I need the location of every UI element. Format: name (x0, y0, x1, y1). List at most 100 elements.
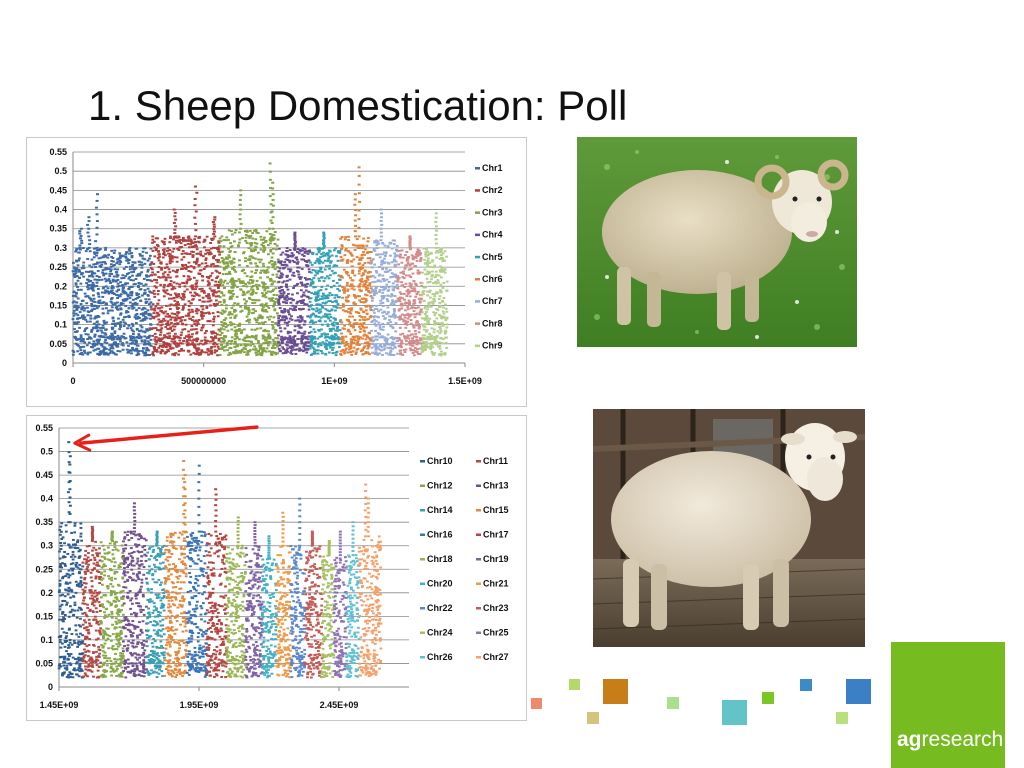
data-point (58, 608, 62, 611)
data-point (363, 333, 367, 336)
data-point (212, 303, 216, 306)
data-point (267, 333, 271, 336)
data-point (402, 319, 406, 322)
data-point (94, 305, 98, 308)
data-point (326, 253, 330, 256)
data-point (409, 267, 413, 270)
data-point (63, 550, 66, 553)
legend-entry: Chr6 (475, 274, 503, 284)
data-point (183, 244, 187, 247)
data-point (273, 242, 277, 245)
data-point (351, 279, 355, 282)
data-point (334, 306, 338, 309)
data-point (240, 349, 244, 352)
data-point (308, 297, 311, 300)
data-point (423, 345, 426, 348)
data-point (322, 251, 326, 254)
data-point (250, 335, 254, 338)
data-point (142, 284, 146, 287)
data-point (306, 282, 309, 285)
peak-point (268, 195, 272, 198)
data-point (68, 654, 71, 657)
data-point (352, 302, 356, 305)
data-point (410, 313, 413, 316)
data-point (379, 343, 382, 346)
data-point (274, 353, 278, 356)
data-point (183, 239, 187, 242)
data-point (59, 541, 63, 544)
data-point (85, 282, 88, 285)
data-point (222, 298, 226, 301)
data-point (264, 339, 268, 342)
data-point (359, 307, 363, 310)
data-point (266, 341, 270, 344)
data-point (129, 291, 132, 294)
data-point (332, 279, 335, 282)
data-point (127, 306, 131, 309)
data-point (160, 349, 164, 352)
data-point (320, 333, 324, 336)
data-point (292, 274, 296, 277)
data-point (311, 307, 314, 310)
data-point (144, 283, 148, 286)
data-point (189, 353, 193, 356)
data-point (313, 330, 317, 333)
data-point (359, 322, 363, 325)
data-point (363, 316, 367, 319)
data-point (383, 279, 386, 282)
data-point (230, 230, 233, 233)
data-point (433, 320, 436, 323)
data-point (181, 307, 185, 310)
data-point (248, 297, 252, 300)
data-point (433, 352, 437, 355)
data-point (216, 247, 219, 250)
data-point (170, 321, 173, 324)
data-point (90, 328, 94, 331)
data-point (431, 352, 435, 355)
data-point (194, 241, 197, 244)
data-point (78, 670, 82, 673)
data-point (328, 264, 331, 267)
data-point (209, 351, 213, 354)
data-point (319, 316, 323, 319)
data-point (416, 352, 420, 355)
data-point (121, 302, 125, 305)
data-point (202, 267, 206, 270)
data-point (115, 273, 119, 276)
data-point (423, 268, 427, 271)
data-point (362, 250, 365, 253)
data-point (88, 250, 92, 253)
data-point (244, 307, 247, 310)
data-point (389, 325, 393, 328)
data-point (398, 338, 402, 341)
data-point (439, 354, 443, 357)
data-point (301, 334, 305, 337)
data-point (375, 244, 379, 247)
data-point (391, 347, 394, 350)
data-point (277, 320, 281, 323)
data-point (76, 288, 80, 291)
data-point (383, 257, 386, 260)
data-point (137, 333, 141, 336)
data-point (92, 322, 96, 325)
data-point (175, 275, 179, 278)
data-point (87, 280, 91, 283)
data-point (289, 340, 293, 343)
data-point (296, 316, 300, 319)
data-point (325, 348, 329, 351)
data-point (408, 274, 411, 277)
data-point (352, 258, 356, 261)
data-point (224, 325, 228, 328)
data-point (327, 317, 330, 320)
data-point (315, 259, 319, 262)
data-point (409, 276, 413, 279)
data-point (90, 304, 94, 307)
data-point (244, 236, 248, 239)
data-point (128, 252, 131, 255)
data-point (415, 343, 419, 346)
data-point (169, 258, 172, 261)
data-point (314, 299, 318, 302)
data-point (135, 247, 139, 250)
data-point (111, 280, 115, 283)
series-chr8 (396, 235, 424, 357)
